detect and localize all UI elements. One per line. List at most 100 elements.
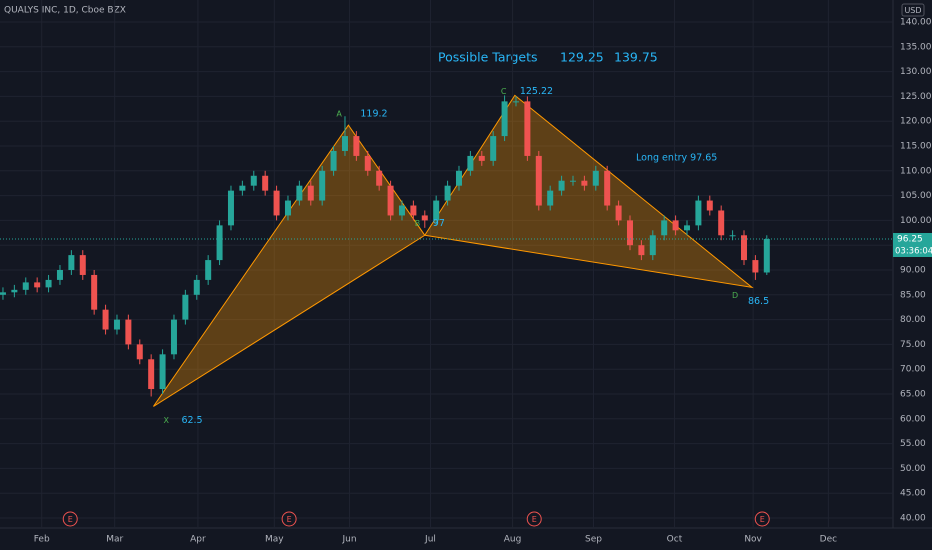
y-tick-label: 120.00 <box>900 117 932 127</box>
pattern-point-price: 86.5 <box>748 296 769 307</box>
pattern-point-name: B <box>415 219 421 228</box>
candle-body <box>182 294 189 320</box>
candle-body <box>159 354 166 390</box>
earnings-marker <box>526 511 542 527</box>
y-tick-label: 125.00 <box>900 92 932 102</box>
y-tick-label: 60.00 <box>900 414 926 424</box>
earnings-label: E <box>532 515 537 524</box>
candle-body <box>296 185 303 201</box>
x-tick-label: Feb <box>34 535 50 545</box>
y-tick-label: 50.00 <box>900 464 926 474</box>
candle-body <box>273 190 280 216</box>
earnings-marker <box>281 511 297 527</box>
y-tick-label: 100.00 <box>900 216 932 226</box>
candle-body <box>421 215 428 221</box>
candle-body <box>558 180 565 191</box>
candle-body <box>330 150 337 171</box>
candle-body <box>353 136 360 156</box>
x-tick-label: Nov <box>744 535 762 545</box>
y-tick-label: 105.00 <box>900 191 932 201</box>
x-tick-label: May <box>265 535 284 545</box>
candle-body <box>102 309 109 330</box>
candle-body <box>148 359 155 390</box>
candle-body <box>729 235 736 237</box>
candle-body <box>91 274 98 310</box>
candle-body <box>535 155 542 206</box>
candle-body <box>341 136 348 151</box>
candle-body <box>56 270 63 280</box>
candle-body <box>262 175 269 191</box>
candle-body <box>193 279 200 295</box>
y-tick-label: 85.00 <box>900 290 926 300</box>
pattern-point-name: A <box>336 110 342 119</box>
candle-body <box>604 170 611 206</box>
candle-body <box>22 282 29 290</box>
y-tick-label: 115.00 <box>900 142 932 152</box>
pattern-point-price: 119.2 <box>360 109 387 120</box>
target-value: 129.25 <box>560 50 604 65</box>
y-tick-label: 70.00 <box>900 365 926 375</box>
last-price-box <box>893 233 932 257</box>
candle-body <box>433 200 440 221</box>
symbol-title: QUALYS INC, 1D, Cboe BZX <box>4 6 126 16</box>
earnings-marker <box>62 511 78 527</box>
y-tick-label: 40.00 <box>900 514 926 524</box>
y-tick-label: 55.00 <box>900 439 926 449</box>
candle-body <box>695 200 702 226</box>
currency-box <box>901 3 925 17</box>
pattern-point-name: D <box>732 291 738 300</box>
pattern-point-price: 125.22 <box>520 86 553 97</box>
candle-body <box>740 235 747 261</box>
x-tick-label: Aug <box>504 535 522 545</box>
candle-body <box>649 235 656 256</box>
candle-body <box>319 170 326 201</box>
candle-body <box>284 200 291 216</box>
pattern-point-price: 62.5 <box>181 415 202 426</box>
y-tick-label: 90.00 <box>900 266 926 276</box>
y-tick-label: 45.00 <box>900 489 926 499</box>
candle-body <box>11 289 18 293</box>
y-tick-label: 110.00 <box>900 166 932 176</box>
candle-body <box>467 155 474 171</box>
candle-body <box>752 260 759 273</box>
currency: USD <box>904 6 921 15</box>
pattern-point-name: X <box>163 416 169 425</box>
candle-body <box>34 282 41 288</box>
candle-body <box>478 155 485 161</box>
candle-body <box>672 220 679 231</box>
candle-body <box>581 180 588 186</box>
candle-body <box>524 101 531 156</box>
y-tick-label: 130.00 <box>900 67 932 77</box>
target-value: 139.75 <box>614 50 658 65</box>
earnings-label: E <box>287 515 292 524</box>
earnings-label: E <box>760 515 765 524</box>
candle-body <box>125 319 132 345</box>
candle-body <box>444 185 451 201</box>
candle-body <box>205 260 212 280</box>
candle-body <box>569 180 576 182</box>
candle-body <box>706 200 713 211</box>
candle-body <box>250 175 257 186</box>
entry-note: Long entry 97.65 <box>636 153 717 164</box>
pattern-xab <box>153 124 426 407</box>
targets-label: Possible Targets <box>438 50 538 65</box>
candle-body <box>638 245 645 256</box>
candle-body <box>763 239 770 273</box>
candle-body <box>490 136 497 161</box>
y-tick-label: 135.00 <box>900 42 932 52</box>
pattern-point-price: 97 <box>433 218 445 229</box>
candle-body <box>615 205 622 221</box>
candle-body <box>683 225 690 231</box>
candle-body <box>170 319 177 355</box>
x-tick-label: Jun <box>342 535 357 545</box>
candle-body <box>113 319 120 330</box>
pattern-point-name: C <box>501 87 507 96</box>
candle-body <box>626 220 633 246</box>
earnings-marker <box>754 511 770 527</box>
y-tick-label: 65.00 <box>900 390 926 400</box>
x-tick-label: Apr <box>190 535 206 545</box>
x-tick-label: Sep <box>585 535 602 545</box>
candle-body <box>501 101 508 137</box>
